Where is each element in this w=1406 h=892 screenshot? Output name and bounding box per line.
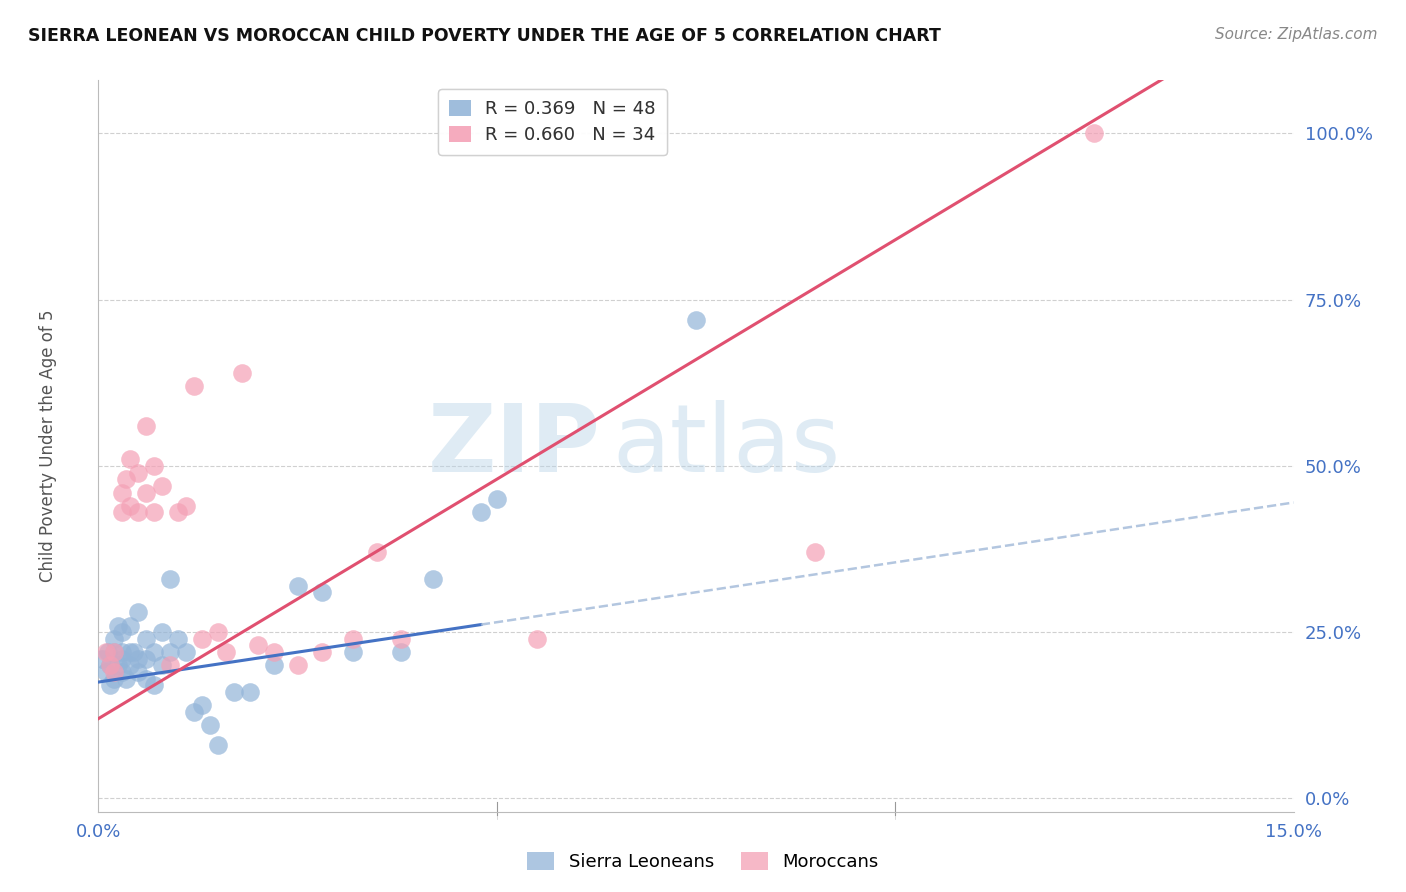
Point xyxy=(191,632,214,646)
Point xyxy=(150,479,173,493)
Point xyxy=(143,506,166,520)
Point xyxy=(135,672,157,686)
Point xyxy=(207,625,229,640)
Point xyxy=(103,632,125,646)
Point xyxy=(135,652,157,666)
Point xyxy=(389,632,412,646)
Point xyxy=(198,718,221,732)
Point xyxy=(311,585,333,599)
Legend: Sierra Leoneans, Moroccans: Sierra Leoneans, Moroccans xyxy=(520,846,886,879)
Point xyxy=(124,645,146,659)
Point xyxy=(311,645,333,659)
Point xyxy=(167,506,190,520)
Point xyxy=(191,698,214,713)
Point xyxy=(103,672,125,686)
Point xyxy=(127,652,149,666)
Text: atlas: atlas xyxy=(612,400,841,492)
Point xyxy=(366,545,388,559)
Point xyxy=(215,645,238,659)
Point xyxy=(120,658,142,673)
Point xyxy=(135,632,157,646)
Point xyxy=(389,645,412,659)
Point xyxy=(159,572,181,586)
Text: Source: ZipAtlas.com: Source: ZipAtlas.com xyxy=(1215,27,1378,42)
Point xyxy=(91,652,114,666)
Point xyxy=(115,672,138,686)
Point xyxy=(143,645,166,659)
Text: SIERRA LEONEAN VS MOROCCAN CHILD POVERTY UNDER THE AGE OF 5 CORRELATION CHART: SIERRA LEONEAN VS MOROCCAN CHILD POVERTY… xyxy=(28,27,941,45)
Point xyxy=(96,645,118,659)
Point xyxy=(183,705,205,719)
Point xyxy=(287,579,309,593)
Point xyxy=(107,658,129,673)
Point xyxy=(183,379,205,393)
Point xyxy=(470,506,492,520)
Point xyxy=(143,458,166,473)
Point xyxy=(159,658,181,673)
Point xyxy=(422,572,444,586)
Point xyxy=(287,658,309,673)
Point xyxy=(98,658,122,673)
Point xyxy=(111,645,134,659)
Point xyxy=(127,506,149,520)
Point xyxy=(150,658,173,673)
Legend: R = 0.369   N = 48, R = 0.660   N = 34: R = 0.369 N = 48, R = 0.660 N = 34 xyxy=(439,89,666,154)
Point xyxy=(98,658,122,673)
Point xyxy=(111,652,134,666)
Point xyxy=(150,625,173,640)
Point xyxy=(111,485,134,500)
Point xyxy=(111,665,134,679)
Text: ZIP: ZIP xyxy=(427,400,600,492)
Point xyxy=(120,452,142,467)
Point xyxy=(103,645,125,659)
Point xyxy=(167,632,190,646)
Point xyxy=(174,499,197,513)
Point xyxy=(263,658,285,673)
Point xyxy=(103,645,125,659)
Point xyxy=(685,312,707,326)
Point xyxy=(135,485,157,500)
Point xyxy=(115,472,138,486)
Point xyxy=(120,499,142,513)
Point xyxy=(159,645,181,659)
Point xyxy=(97,645,120,659)
Point xyxy=(231,366,253,380)
Point xyxy=(127,665,149,679)
Point xyxy=(804,545,827,559)
Point xyxy=(98,678,122,692)
Point xyxy=(111,625,134,640)
Point xyxy=(342,645,364,659)
Point xyxy=(143,678,166,692)
Point xyxy=(526,632,548,646)
Y-axis label: Child Poverty Under the Age of 5: Child Poverty Under the Age of 5 xyxy=(39,310,56,582)
Point xyxy=(207,738,229,752)
Point xyxy=(239,685,262,699)
Point xyxy=(263,645,285,659)
Point xyxy=(246,639,269,653)
Point xyxy=(222,685,245,699)
Point xyxy=(111,506,134,520)
Point xyxy=(342,632,364,646)
Point xyxy=(96,665,118,679)
Point xyxy=(127,466,149,480)
Point xyxy=(107,618,129,632)
Point xyxy=(1083,127,1105,141)
Point xyxy=(127,605,149,619)
Point xyxy=(103,665,125,679)
Point xyxy=(120,618,142,632)
Point xyxy=(485,492,508,507)
Point xyxy=(135,419,157,434)
Point xyxy=(174,645,197,659)
Point xyxy=(120,645,142,659)
